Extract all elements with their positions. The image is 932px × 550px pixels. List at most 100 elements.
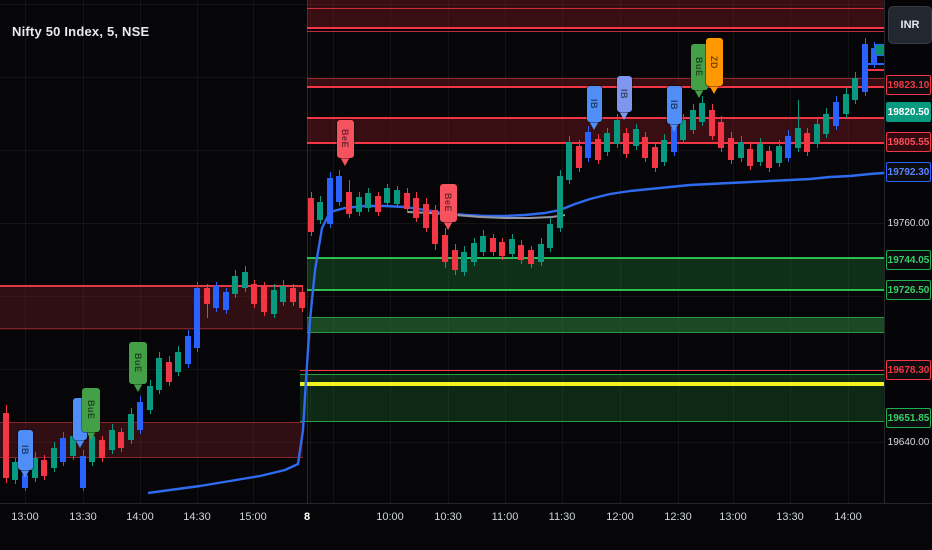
signal-marker-label: BeE [340,129,350,149]
candle [89,436,95,462]
price-label: 19823.10 [886,75,931,95]
time-label: 11:30 [548,511,576,523]
signal-marker-bee[interactable]: BeE [439,184,457,222]
candle-wick [798,100,799,152]
time-label: 12:30 [664,511,692,523]
currency-toggle-button[interactable]: INR [888,6,932,44]
signal-marker-pointer [20,469,30,478]
signal-marker-label: BuE [133,353,143,373]
candle [699,103,705,122]
price-label: 19805.55 [886,132,931,152]
zone-border-line [0,457,303,458]
candle [166,362,172,382]
time-label: 10:30 [434,511,462,523]
candle [128,414,134,440]
candle [709,110,715,136]
signal-marker-pointer [75,439,85,448]
price-label: 19820.50 [886,102,931,122]
zone-border-line [307,289,884,291]
signal-marker-bue[interactable]: BuE [690,44,708,90]
signal-marker-label: IB [619,89,629,99]
grid-vline [25,0,26,503]
chart-pane[interactable]: Nifty 50 Index, 5, NSE IB BuE BuE BeE BeE IB I… [0,0,884,503]
candle [576,146,582,168]
candle [413,198,419,218]
signal-marker-ib[interactable]: IB [666,86,682,124]
time-label: 13:00 [11,511,39,523]
price-label: 19744.05 [886,250,931,270]
candle [223,292,229,310]
candle [118,432,124,448]
candle [137,402,143,430]
candle [614,120,620,144]
zone-border-line [300,421,884,422]
zone-border-line [307,27,884,29]
price-zone [0,422,303,458]
candle [461,252,467,272]
signal-marker-pointer [86,431,96,440]
signal-marker-ib[interactable]: IB [17,430,33,470]
vwap-line [147,171,884,495]
grid-vline [620,0,621,503]
candle [22,475,28,488]
candle [566,142,572,180]
signal-marker-zd[interactable]: ZD [705,38,723,86]
grid-hline [0,77,884,78]
price-scale[interactable]: INR 19823.10 19820.50 19805.55 19792.30 1976… [884,0,932,503]
grid-layer [0,0,884,503]
candle [365,193,371,208]
grid-vline [310,0,311,503]
candle [70,436,76,456]
time-label: 14:00 [126,511,154,523]
candle [271,290,277,314]
candle [232,276,238,294]
signal-marker-ib[interactable]: IB [586,86,602,122]
time-label: 10:00 [376,511,404,523]
last-bar-icon [875,44,884,56]
zone-border-line [307,31,884,32]
candle [604,133,610,152]
grid-hline [0,150,884,151]
price-zone [307,0,884,29]
candle [99,440,105,458]
time-axis[interactable]: 13:00 13:30 14:00 14:30 15:00 8 10:00 10:30 11:0… [0,503,932,550]
signal-marker-label: IB [669,100,679,110]
signal-marker-label: BeE [443,193,453,213]
signal-marker-pointer [340,157,350,166]
candle [213,286,219,308]
signal-marker-ib[interactable]: IB [616,76,632,112]
signal-marker-bue[interactable]: BuE [129,342,147,384]
signal-marker-bee[interactable]: BeE [336,120,354,158]
time-label: 12:00 [606,511,634,523]
zone-border-line [307,78,884,79]
price-label: 19726.50 [886,280,931,300]
candle [147,386,153,410]
grid-vline [848,0,849,503]
candle [757,144,763,162]
candle [718,122,724,148]
grid-vline [790,0,791,503]
time-label: 14:30 [183,511,211,523]
candle [51,448,57,468]
candle [356,197,362,212]
candle [585,132,591,158]
session-divider-line [307,0,308,503]
candle [804,133,810,152]
candle [432,210,438,244]
grid-vline [448,0,449,503]
signal-marker-pointer [443,221,453,230]
price-zone [307,78,884,88]
candle [336,176,342,202]
time-label: 11:00 [491,511,519,523]
grid-vline [140,0,141,503]
grid-vline [83,0,84,503]
candle [452,250,458,270]
candle [661,140,667,162]
price-zone [307,257,884,291]
candle [557,176,563,228]
grid-vline [562,0,563,503]
signal-marker-bue[interactable]: BuE [82,388,100,432]
candle [346,192,352,214]
candle [776,146,782,163]
candle [423,204,429,228]
